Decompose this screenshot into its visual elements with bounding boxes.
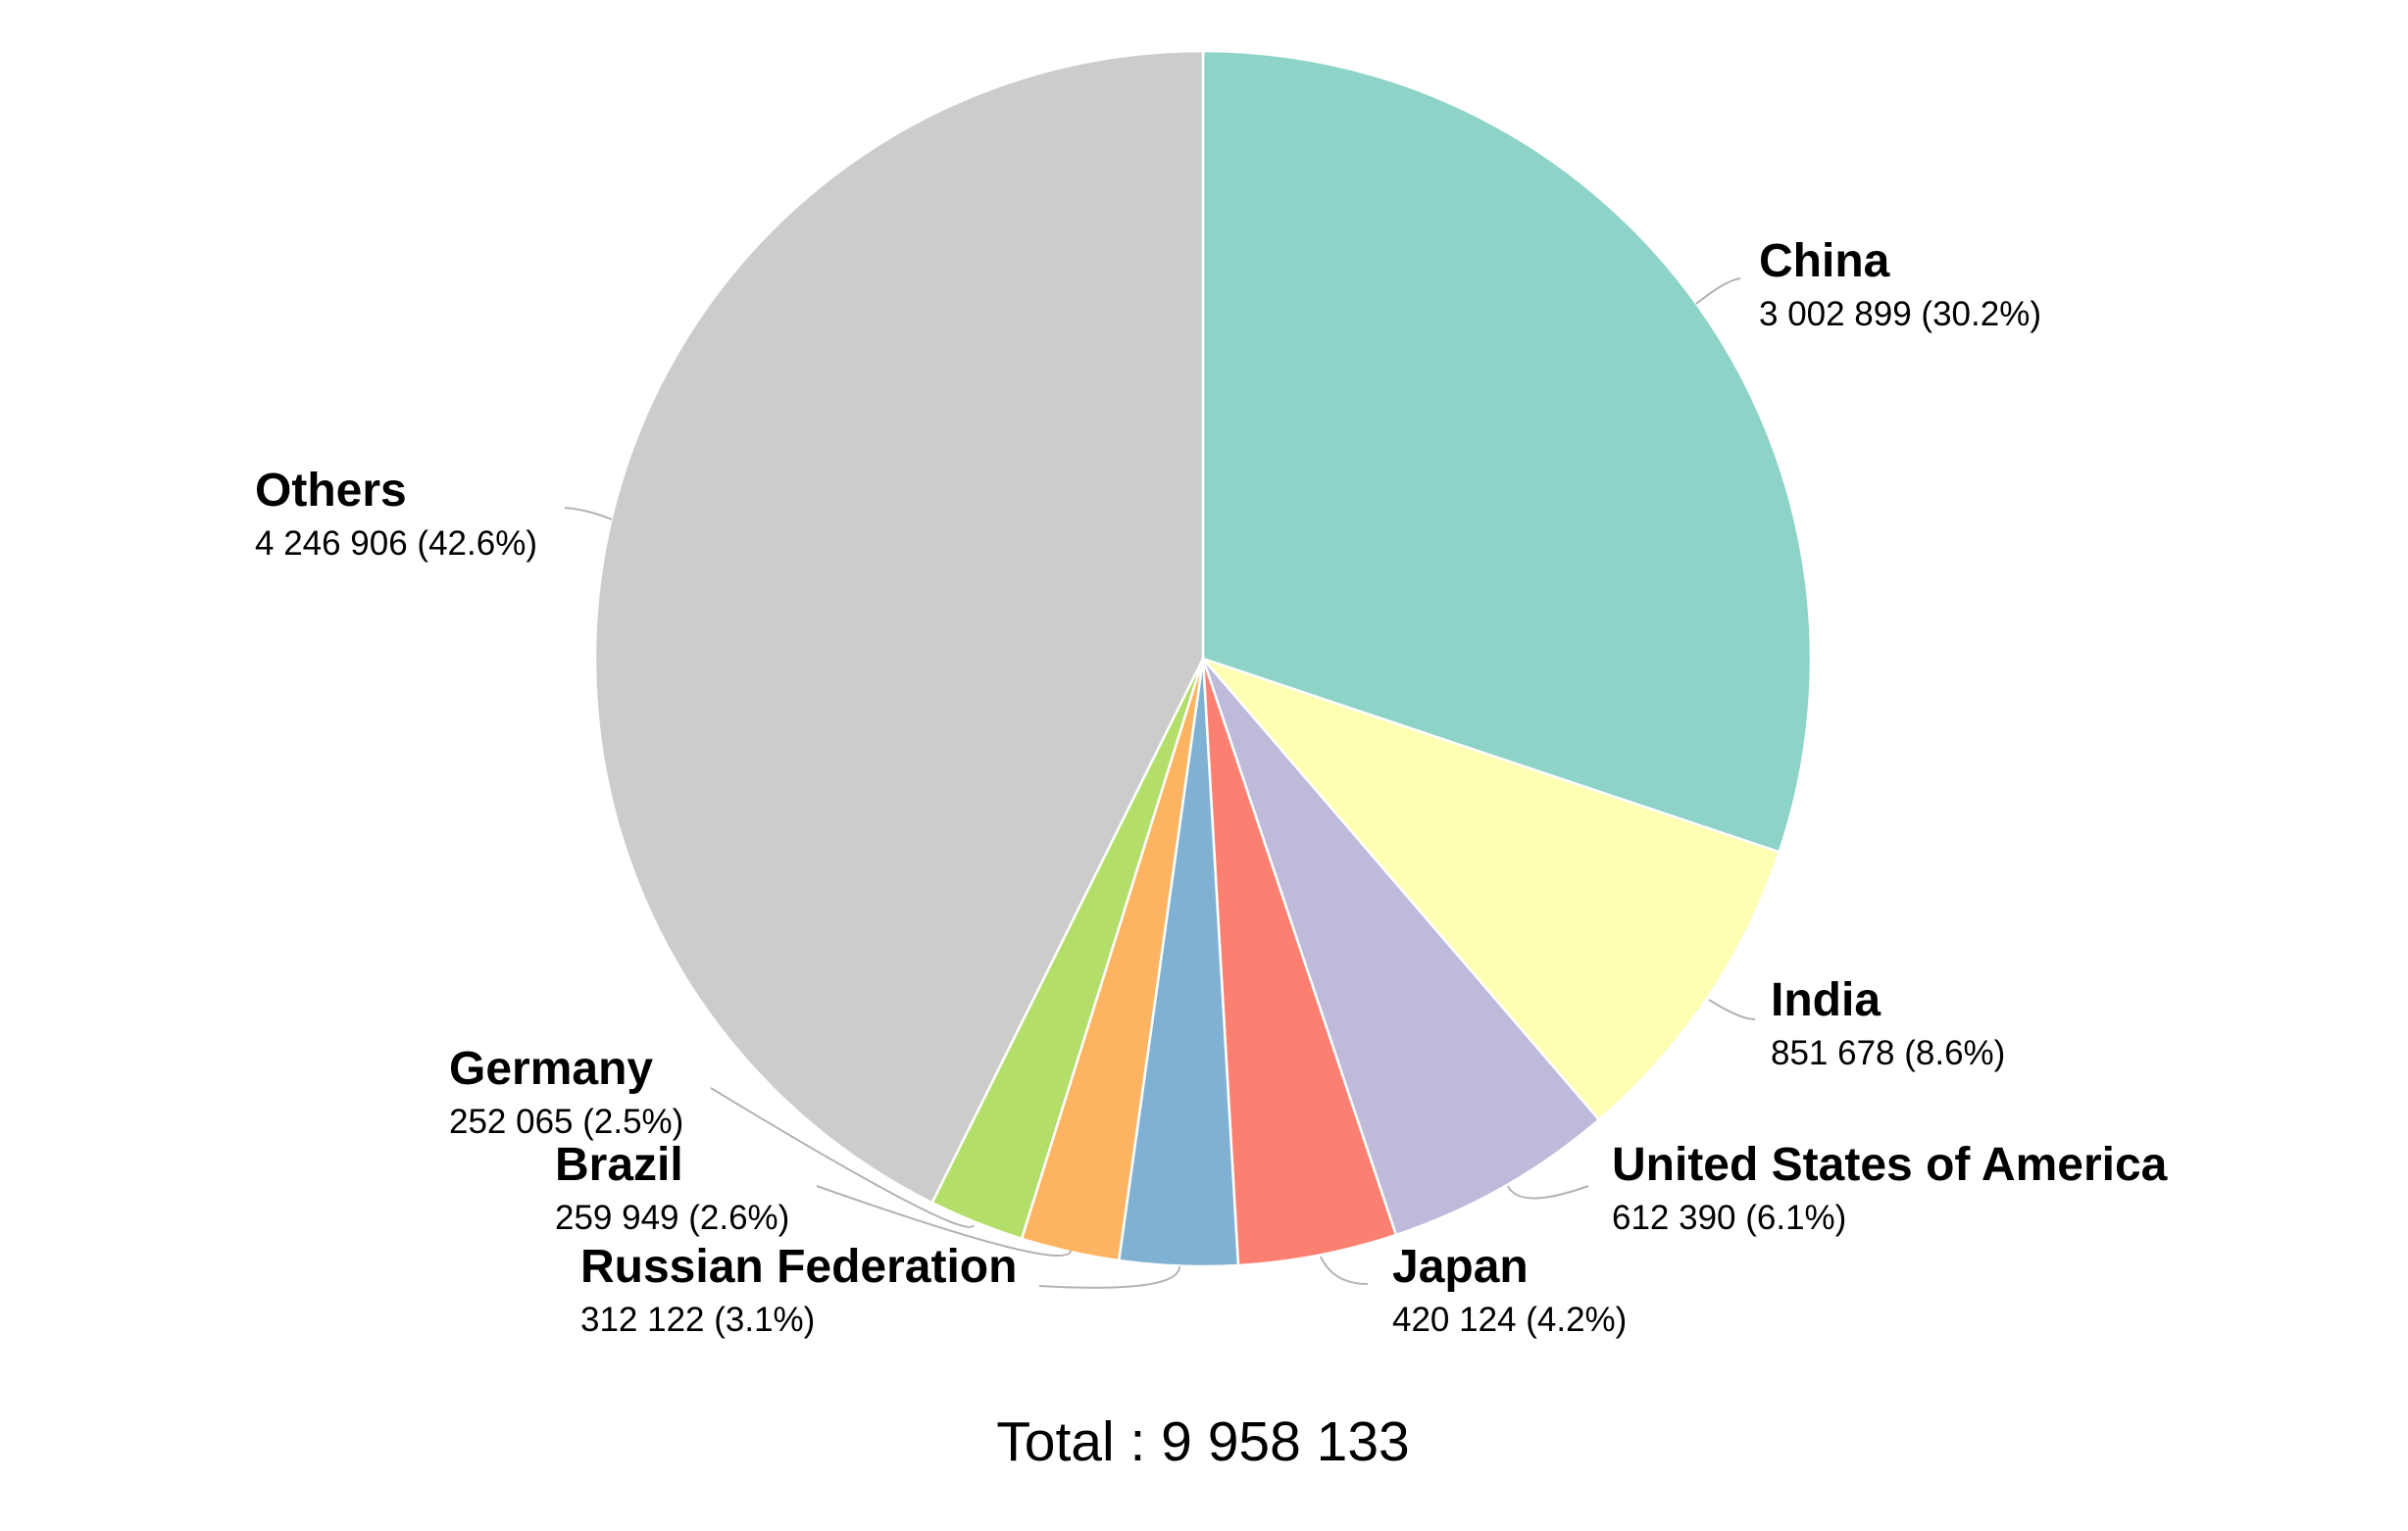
slice-name-label: China [1759, 235, 1890, 287]
slice-value-label: 851 678 (8.6%) [1771, 1034, 2005, 1072]
slice-name-label: India [1771, 974, 1881, 1026]
slice-value-label: 252 065 (2.5%) [449, 1103, 683, 1141]
slice-name-label: Others [255, 465, 407, 517]
slice-value-label: 420 124 (4.2%) [1392, 1301, 1627, 1339]
slice-value-label: 612 390 (6.1%) [1612, 1199, 1846, 1237]
pie-slices [593, 49, 1813, 1268]
slice-name-label: United States of America [1612, 1139, 2168, 1191]
leader-line-brazil [816, 1185, 1072, 1257]
leader-line-india [1708, 999, 1756, 1020]
leader-line-united-states-of-america [1507, 1185, 1589, 1200]
leader-line-others [564, 507, 613, 520]
slice-name-label: Japan [1392, 1241, 1529, 1293]
leader-line-germany [710, 1087, 975, 1228]
slice-name-label: Germany [449, 1043, 653, 1095]
slice-value-label: 312 122 (3.1%) [580, 1301, 815, 1339]
slice-labels: China 3 002 899 (30.2%) India 851 678 (8.6%… [255, 235, 2168, 1339]
leader-lines [564, 277, 1756, 1289]
leader-line-china [1695, 277, 1741, 305]
leader-line-russian-federation [1038, 1265, 1180, 1289]
slice-value-label: 3 002 899 (30.2%) [1759, 295, 2041, 333]
slice-value-label: 4 246 906 (42.6%) [255, 524, 537, 563]
slice-name-label: Russian Federation [580, 1241, 1017, 1293]
slice-india [1199, 656, 1781, 1122]
slice-value-label: 259 949 (2.6%) [555, 1199, 789, 1237]
leader-line-japan [1320, 1256, 1369, 1285]
total-label: Total : 9 958 133 [996, 1410, 1410, 1473]
slice-united-states-of-america [1201, 658, 1601, 1237]
slice-name-label: Brazil [555, 1139, 683, 1191]
